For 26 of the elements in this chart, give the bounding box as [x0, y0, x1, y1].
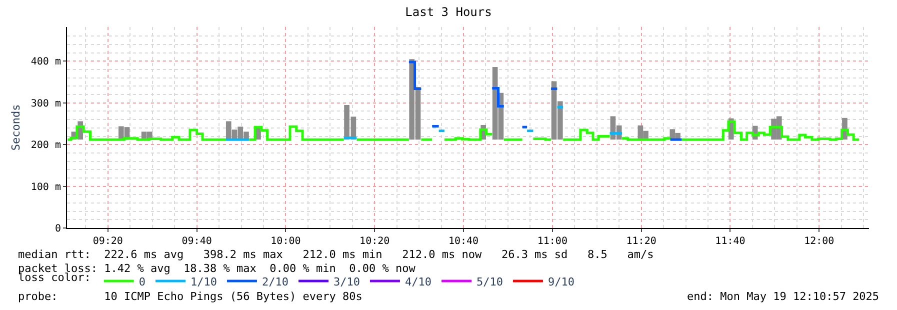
x-tick-label: 11:00 — [537, 236, 568, 247]
chart-title: Last 3 Hours — [405, 5, 492, 20]
x-tick-label: 10:40 — [448, 236, 479, 247]
y-tick-label: 0 — [54, 224, 61, 234]
x-tick-label: 11:40 — [715, 236, 746, 247]
legend-label: 5/10 — [476, 275, 503, 288]
legend-label: 3/10 — [333, 275, 360, 288]
y-tick-label: 200 m — [30, 140, 61, 152]
y-tick-label: 300 m — [30, 98, 61, 110]
x-tick-label: 10:00 — [270, 236, 301, 247]
x-tick-label: 12:00 — [804, 236, 834, 247]
y-tick-label: 400 m — [30, 56, 61, 68]
x-tick-label: 10:20 — [360, 236, 390, 247]
x-tick-label: 09:40 — [182, 236, 212, 247]
text: probe: 10 ICMP Echo Pings (56 Bytes) every 80s — [18, 290, 362, 303]
text: median rtt: 222.6 ms avg 398.2 ms max 212.0 ms min 212.0 ms now 26.3 ms sd 8.5 am/s — [18, 248, 654, 261]
y-tick-label: 100 m — [30, 182, 61, 193]
legend-label: 1/10 — [190, 275, 217, 288]
legend-label: 2/10 — [262, 275, 288, 288]
x-tick-label: 11:20 — [626, 236, 656, 247]
legend-label: 9/10 — [548, 275, 574, 288]
text: end: Mon May 19 12:10:57 2025 — [687, 290, 880, 303]
x-tick-label: 09:20 — [92, 236, 123, 247]
legend-label: 0 — [138, 275, 146, 288]
legend-label: 4/10 — [404, 275, 432, 288]
y-axis-title: Seconds — [10, 104, 23, 151]
